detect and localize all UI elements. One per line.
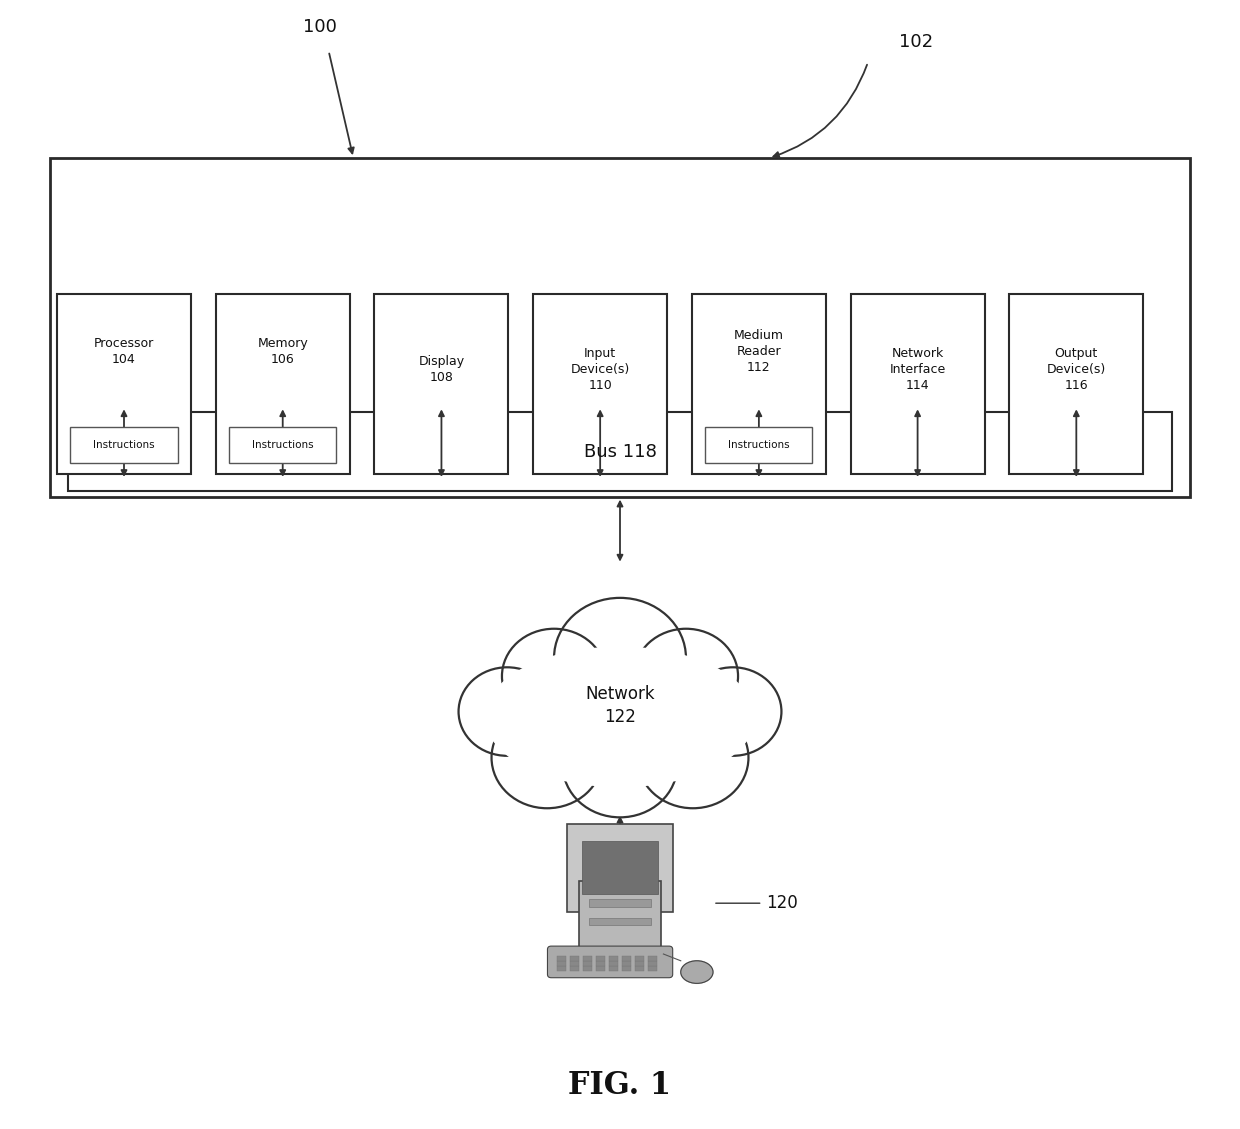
Text: Bus 118: Bus 118 xyxy=(584,443,656,461)
FancyBboxPatch shape xyxy=(570,956,579,961)
FancyBboxPatch shape xyxy=(609,956,619,961)
Text: Instructions: Instructions xyxy=(93,440,155,450)
FancyBboxPatch shape xyxy=(583,961,593,965)
Text: Input
Device(s)
110: Input Device(s) 110 xyxy=(570,347,630,392)
FancyBboxPatch shape xyxy=(557,966,567,971)
FancyBboxPatch shape xyxy=(374,294,508,474)
Circle shape xyxy=(634,629,738,724)
Ellipse shape xyxy=(481,637,759,797)
FancyBboxPatch shape xyxy=(1009,294,1143,474)
FancyBboxPatch shape xyxy=(229,427,336,463)
FancyBboxPatch shape xyxy=(647,961,657,965)
FancyBboxPatch shape xyxy=(609,966,619,971)
Circle shape xyxy=(637,707,749,808)
Text: Memory
106: Memory 106 xyxy=(258,336,308,366)
Circle shape xyxy=(491,707,603,808)
FancyBboxPatch shape xyxy=(567,824,673,912)
FancyBboxPatch shape xyxy=(68,412,1172,491)
Text: Instructions: Instructions xyxy=(252,440,314,450)
FancyBboxPatch shape xyxy=(706,427,812,463)
FancyBboxPatch shape xyxy=(635,961,645,965)
FancyBboxPatch shape xyxy=(579,881,661,951)
FancyBboxPatch shape xyxy=(570,961,579,965)
FancyBboxPatch shape xyxy=(57,294,191,474)
FancyBboxPatch shape xyxy=(216,294,350,474)
Ellipse shape xyxy=(681,961,713,983)
FancyBboxPatch shape xyxy=(635,956,645,961)
Circle shape xyxy=(563,714,677,817)
Circle shape xyxy=(502,629,606,724)
FancyBboxPatch shape xyxy=(583,966,593,971)
FancyBboxPatch shape xyxy=(533,294,667,474)
FancyBboxPatch shape xyxy=(570,966,579,971)
FancyBboxPatch shape xyxy=(647,966,657,971)
Circle shape xyxy=(554,598,686,718)
Text: Display
108: Display 108 xyxy=(418,355,465,384)
Circle shape xyxy=(684,667,781,755)
Text: Medium
Reader
112: Medium Reader 112 xyxy=(734,329,784,374)
Text: FIG. 1: FIG. 1 xyxy=(568,1070,672,1101)
FancyBboxPatch shape xyxy=(583,841,657,894)
FancyBboxPatch shape xyxy=(614,909,626,925)
FancyBboxPatch shape xyxy=(557,956,567,961)
Text: Processor
104: Processor 104 xyxy=(94,336,154,366)
FancyBboxPatch shape xyxy=(71,427,177,463)
Text: Output
Device(s)
116: Output Device(s) 116 xyxy=(1047,347,1106,392)
Ellipse shape xyxy=(485,647,754,787)
Text: Network
Interface
114: Network Interface 114 xyxy=(889,347,946,392)
FancyBboxPatch shape xyxy=(596,961,605,965)
FancyBboxPatch shape xyxy=(621,956,631,961)
FancyBboxPatch shape xyxy=(50,158,1190,497)
Circle shape xyxy=(459,667,556,755)
FancyBboxPatch shape xyxy=(548,946,672,978)
FancyBboxPatch shape xyxy=(583,956,593,961)
Text: 102: 102 xyxy=(899,33,934,51)
Text: Network
122: Network 122 xyxy=(585,685,655,726)
FancyBboxPatch shape xyxy=(596,956,605,961)
FancyBboxPatch shape xyxy=(647,956,657,961)
Text: 120: 120 xyxy=(766,894,799,912)
FancyBboxPatch shape xyxy=(621,961,631,965)
FancyBboxPatch shape xyxy=(692,294,826,474)
FancyBboxPatch shape xyxy=(557,961,567,965)
FancyBboxPatch shape xyxy=(589,899,651,907)
FancyBboxPatch shape xyxy=(621,966,631,971)
FancyBboxPatch shape xyxy=(589,918,651,926)
FancyBboxPatch shape xyxy=(609,961,619,965)
FancyBboxPatch shape xyxy=(596,966,605,971)
FancyBboxPatch shape xyxy=(851,294,985,474)
Text: 100: 100 xyxy=(303,18,337,36)
Text: Instructions: Instructions xyxy=(728,440,790,450)
FancyBboxPatch shape xyxy=(635,966,645,971)
